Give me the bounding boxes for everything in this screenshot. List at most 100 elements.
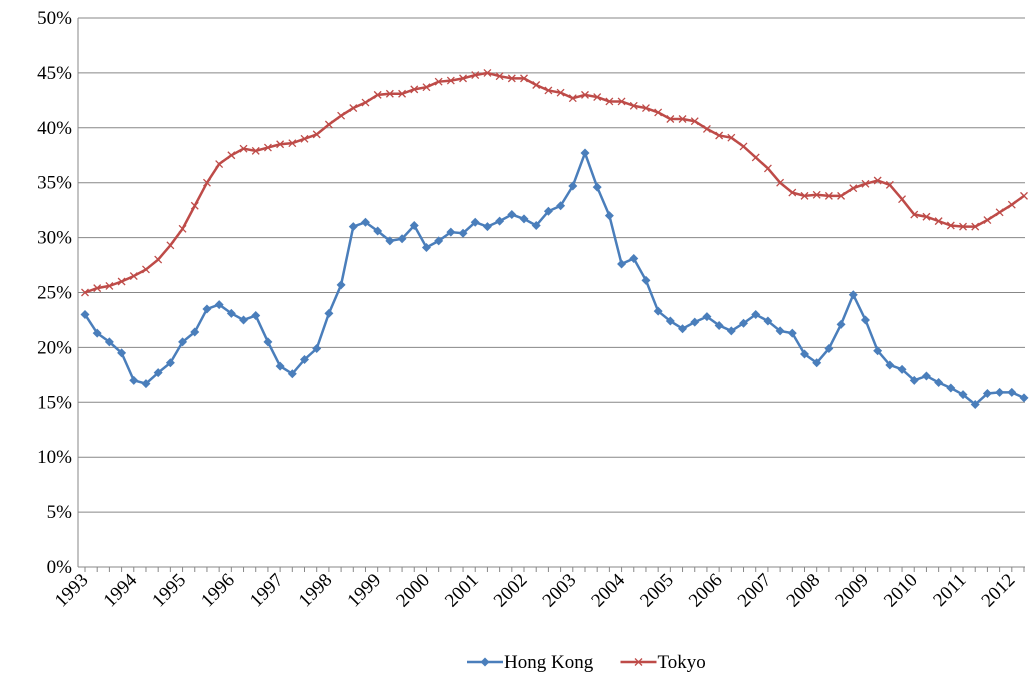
x-tick-label: 2006	[685, 570, 727, 612]
diamond-marker	[629, 253, 639, 263]
legend-item: Tokyo	[620, 652, 706, 673]
diamond-marker	[946, 383, 956, 393]
diamond-marker	[300, 354, 310, 364]
cross-marker	[422, 83, 431, 92]
diamond-marker	[531, 221, 541, 231]
diamond-marker	[251, 311, 261, 321]
y-tick-label: 25%	[37, 283, 72, 304]
diamond-marker	[495, 216, 505, 226]
y-tick-label: 35%	[37, 173, 72, 194]
cross-marker	[995, 208, 1004, 217]
diamond-marker	[312, 343, 322, 353]
diamond-marker	[482, 222, 492, 232]
diamond-marker	[995, 387, 1005, 397]
cross-marker	[763, 164, 772, 173]
x-tick-label: 2007	[734, 570, 776, 612]
cross-marker	[873, 176, 882, 185]
cross-marker	[544, 86, 553, 95]
diamond-marker	[1019, 393, 1029, 403]
cross-marker	[373, 90, 382, 99]
cross-marker	[654, 108, 663, 117]
legend-label: Hong Kong	[504, 652, 594, 673]
diamond-marker	[909, 375, 919, 385]
cross-marker	[166, 241, 175, 250]
diamond-marker	[141, 379, 151, 389]
cross-marker	[105, 281, 114, 290]
diamond-marker	[592, 182, 602, 192]
diamond-marker	[507, 210, 517, 220]
cross-marker	[81, 288, 89, 297]
cross-marker	[337, 111, 346, 120]
x-tick-label: 1994	[100, 569, 142, 611]
diamond-marker	[641, 275, 651, 285]
cross-marker	[629, 101, 638, 110]
cross-marker	[263, 143, 272, 152]
cross-marker	[776, 178, 785, 187]
diamond-marker	[360, 217, 370, 227]
cross-marker	[142, 265, 150, 274]
x-tick-label: 2010	[880, 570, 922, 612]
diamond-marker	[263, 337, 273, 347]
diamond-marker	[885, 360, 895, 370]
legend-item: Hong Kong	[467, 652, 594, 673]
diamond-marker	[812, 358, 822, 368]
y-tick-label: 30%	[37, 228, 72, 249]
cross-marker	[971, 222, 980, 231]
diamond-marker	[470, 217, 480, 227]
cross-marker	[946, 221, 955, 230]
diamond-marker	[873, 346, 883, 356]
x-tick-label: 1996	[197, 570, 239, 612]
diamond-marker	[1007, 387, 1017, 397]
cross-marker	[276, 140, 285, 149]
diamond-marker	[458, 228, 468, 238]
cross-marker	[556, 88, 565, 97]
diamond-marker	[519, 214, 529, 224]
cross-marker	[385, 89, 394, 98]
diamond-marker	[190, 327, 200, 337]
cross-marker	[751, 153, 760, 162]
cross-marker	[471, 71, 480, 80]
diamond-marker	[763, 316, 773, 326]
cross-marker	[361, 98, 370, 107]
diamond-marker	[568, 181, 578, 191]
diamond-marker	[617, 259, 627, 269]
diamond-marker	[751, 309, 761, 319]
diamond-marker	[324, 308, 334, 318]
diamond-marker	[726, 326, 736, 336]
cross-marker	[215, 160, 224, 168]
cross-marker	[312, 130, 321, 139]
y-tick-label: 15%	[37, 392, 72, 413]
diamond-marker	[373, 226, 383, 236]
diamond-marker	[165, 358, 175, 368]
x-tick-label: 2011	[929, 570, 970, 611]
diamond-marker	[104, 337, 114, 347]
diamond-marker	[897, 364, 907, 374]
diamond-marker	[921, 371, 931, 381]
diamond-marker	[860, 315, 870, 325]
cross-marker	[190, 201, 199, 210]
diamond-marker	[92, 328, 102, 338]
x-tick-label: 2012	[978, 570, 1020, 612]
diamond-marker	[214, 300, 224, 310]
cross-marker	[483, 68, 492, 77]
diamond-marker	[409, 221, 419, 231]
cross-marker	[837, 191, 846, 200]
y-tick-label: 50%	[37, 8, 72, 29]
cross-marker	[934, 217, 943, 226]
x-tick-label: 1997	[246, 570, 288, 612]
diamond-marker	[117, 348, 127, 358]
cross-marker	[568, 94, 577, 103]
y-tick-label: 0%	[47, 557, 73, 578]
cross-marker	[1020, 191, 1028, 200]
cross-marker	[678, 115, 687, 123]
cross-marker	[495, 72, 504, 81]
cross-marker	[581, 90, 589, 99]
x-tick-label: 1998	[295, 570, 337, 612]
cross-marker	[727, 133, 736, 142]
cross-marker	[507, 74, 516, 83]
diamond-marker	[958, 390, 968, 400]
cross-marker	[227, 151, 236, 160]
cross-marker	[288, 139, 297, 148]
diamond-marker	[226, 308, 236, 318]
cross-marker	[202, 178, 211, 187]
